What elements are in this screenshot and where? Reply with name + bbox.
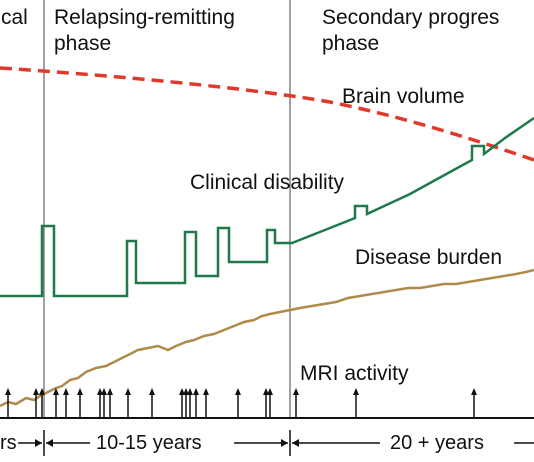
mri-arrow-head-5 [63, 388, 69, 395]
phase-label-2-line1: Relapsing-remitting [54, 6, 235, 29]
phase-label-2-line2: phase [54, 32, 111, 55]
mri-arrow-head-12 [179, 388, 185, 395]
mri-arrow-head-7 [97, 388, 103, 395]
mri-arrow-head-9 [107, 388, 113, 395]
disease-burden-label: Disease burden [355, 246, 502, 269]
mri-arrow-head-2 [33, 388, 39, 395]
mri-arrow-head-10 [125, 388, 131, 395]
mri-activity-label: MRI activity [300, 362, 409, 385]
mri-arrow-head-13 [183, 388, 189, 395]
phase-label-1: cal [1, 6, 28, 29]
mri-arrow-head-14 [187, 388, 193, 395]
mri-arrow-head-4 [53, 388, 59, 395]
disease-burden-line [0, 268, 534, 408]
brain-volume-line [0, 66, 534, 162]
mri-arrow-head-21 [353, 388, 359, 395]
mri-arrow-head-6 [77, 388, 83, 395]
duration-row: rs 10-15 years 20 + years [0, 430, 534, 456]
mri-arrow-head-15 [193, 388, 199, 395]
mri-arrow-head-11 [149, 388, 155, 395]
brain-volume-label: Brain volume [342, 85, 465, 108]
mri-arrow-head-18 [263, 388, 269, 395]
mri-arrow-head-3 [39, 388, 45, 395]
duration-label-1: rs [0, 432, 17, 454]
clinical-disability-line [0, 116, 534, 298]
phase-label-3-line2: phase [322, 32, 379, 55]
clinical-disability-label: Clinical disability [190, 171, 345, 194]
mri-arrow-head-16 [203, 388, 209, 395]
mri-arrow-head-1 [5, 388, 11, 395]
mri-arrows [5, 388, 477, 417]
duration-label-3: 20 + years [390, 432, 484, 454]
mri-arrow-head-20 [293, 388, 299, 395]
duration-label-2: 10-15 years [96, 432, 202, 454]
phase-label-3-line1: Secondary progres [322, 6, 499, 29]
mri-arrow-head-19 [267, 388, 273, 395]
mri-arrow-head-22 [471, 388, 477, 395]
mri-arrow-head-8 [101, 388, 107, 395]
mri-arrow-head-17 [235, 388, 241, 395]
